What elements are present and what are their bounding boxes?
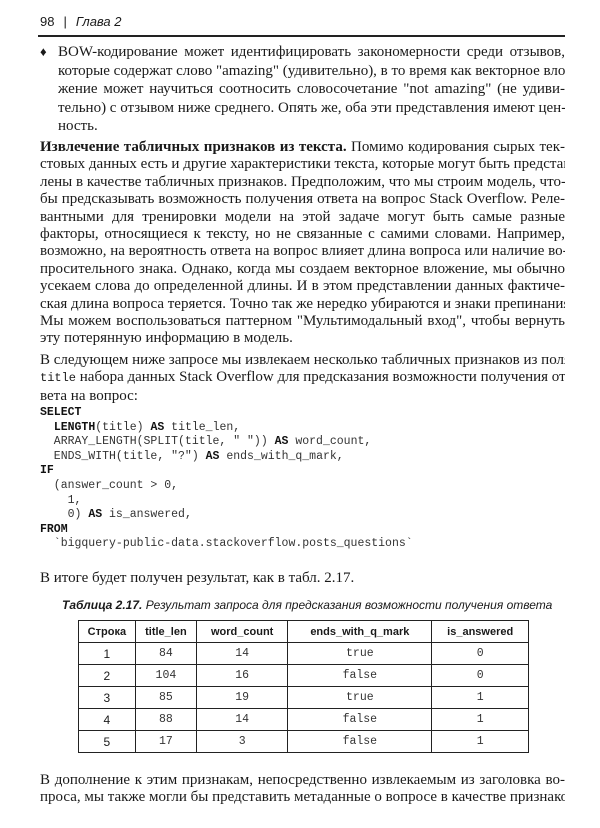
- closing-paragraph: В дополнение к этим признакам, непосредс…: [40, 772, 565, 807]
- table-cell: false: [287, 708, 433, 731]
- header-rule: [38, 35, 565, 37]
- text-line: Мы можем воспользоваться паттерном "Муль…: [40, 313, 565, 330]
- text-line: которые содержат слово "amazing" (удивит…: [58, 62, 565, 79]
- table-cell: 1: [431, 708, 529, 731]
- table-cell: 0: [431, 642, 529, 665]
- chapter-title: Глава 2: [75, 14, 122, 29]
- table-cell: 17: [134, 730, 198, 753]
- table-cell: 85: [134, 686, 198, 709]
- page-number: 98: [40, 14, 55, 29]
- table-cell: 14: [196, 642, 289, 665]
- table-cell: 4: [78, 708, 136, 731]
- text-line: бы предсказывать возможность получения о…: [40, 191, 565, 208]
- text-line: ская длина вопроса теряется. Точно так ж…: [40, 295, 565, 312]
- text-line: стовых данных есть и другие характеристи…: [40, 156, 565, 173]
- column-header: is_answered: [431, 620, 529, 643]
- table-cell: 104: [134, 664, 198, 687]
- text-line: усекаем слова до определенной длины. И в…: [40, 278, 565, 295]
- table-cell: 84: [134, 642, 198, 665]
- table-cell: 3: [196, 730, 289, 753]
- table-cell: true: [287, 642, 433, 665]
- running-header: 98 | Глава 2: [40, 14, 122, 29]
- text-line: лены в качестве табличных признаков. Пре…: [40, 173, 565, 190]
- text-line: факторы, относящиеся к тексту, но не свя…: [40, 226, 565, 243]
- text-line: просительного знака. Однако, когда мы со…: [40, 260, 565, 277]
- header-separator: |: [63, 14, 67, 29]
- diamond-bullet-icon: ♦: [40, 44, 47, 59]
- table-cell: 0: [431, 664, 529, 687]
- table-cell: 88: [134, 708, 198, 731]
- column-header: ends_with_q_mark: [287, 620, 433, 643]
- inline-code: title: [40, 371, 77, 386]
- table-cell: 1: [431, 686, 529, 709]
- column-header: Строка: [78, 620, 136, 643]
- text-line: BOW-кодирование может идентифицировать з…: [58, 44, 565, 60]
- table-cell: 5: [78, 730, 136, 753]
- table-cell: false: [287, 664, 433, 687]
- result-line: В итоге будет получен результат, как в т…: [40, 570, 355, 586]
- table-row: 1 84 14 true 0: [78, 642, 529, 665]
- column-header: word_count: [196, 620, 289, 643]
- text-line: В дополнение к этим признакам, непосредс…: [40, 772, 565, 788]
- text-line: жение может научиться соотносить словосо…: [58, 81, 565, 98]
- table-caption: Таблица 2.17. Результат запроса для пред…: [62, 598, 553, 612]
- table-cell: 16: [196, 664, 289, 687]
- text-line: проса, мы также могли бы представить мет…: [40, 789, 565, 806]
- text-line: вантными для тренировки модели на этой з…: [40, 208, 565, 225]
- text-line: эту потерянную информацию в модель.: [40, 330, 293, 347]
- table-row: 3 85 19 true 1: [78, 686, 529, 709]
- text-line: ность.: [58, 118, 98, 135]
- section-paragraph: Извлечение табличных признаков из текста…: [40, 139, 565, 347]
- table-cell: 3: [78, 686, 136, 709]
- table-cell: true: [287, 686, 433, 709]
- section-lead: Извлечение табличных признаков из текста…: [40, 139, 347, 155]
- table-cell: 2: [78, 664, 136, 687]
- text-line: возможно, на вероятность ответа на вопро…: [40, 243, 565, 260]
- sql-code-block: SELECT LENGTH(title) AS title_len, ARRAY…: [40, 406, 413, 551]
- results-table: Строка title_len word_count ends_with_q_mar…: [78, 620, 529, 753]
- table-row: 4 88 14 false 1: [78, 708, 529, 731]
- table-cell: 19: [196, 686, 289, 709]
- table-cell: false: [287, 730, 433, 753]
- table-row: 5 17 3 false 1: [78, 730, 529, 753]
- table-cell: 14: [196, 708, 289, 731]
- bullet-paragraph: BOW-кодирование может идентифицировать з…: [58, 43, 565, 136]
- query-intro-paragraph: В следующем ниже запросе мы извлекаем не…: [40, 352, 565, 404]
- table-cell: 1: [78, 642, 136, 665]
- table-cell: 1: [431, 730, 529, 753]
- text-line: тельно) с отзывом ниже среднего. Опять ж…: [58, 99, 565, 116]
- table-row: 2 104 16 false 0: [78, 664, 529, 687]
- column-header: title_len: [134, 620, 198, 643]
